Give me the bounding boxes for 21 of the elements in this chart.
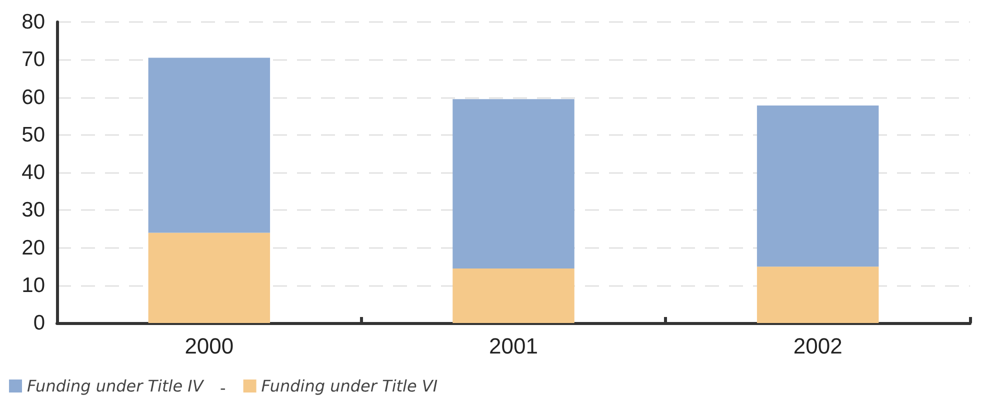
- x-tick-label: 2000: [184, 334, 234, 358]
- bar: [452, 99, 574, 268]
- bar: [452, 268, 574, 323]
- y-tick-label: 60: [22, 86, 45, 109]
- bar: [148, 58, 270, 233]
- x-tick-label: 2001: [489, 334, 538, 358]
- y-tick-label: 10: [22, 274, 45, 297]
- y-tick-label: 0: [33, 312, 45, 334]
- bar: [756, 106, 879, 267]
- y-tick-label: 80: [22, 10, 45, 34]
- y-tick-label: 30: [22, 198, 45, 222]
- y-tick-label: 50: [22, 123, 45, 146]
- y-tick-label: 40: [22, 161, 45, 184]
- legend-label: Funding under Title VI: [261, 376, 438, 396]
- x-tick-label: 2002: [793, 334, 842, 358]
- y-tick-label: 20: [22, 236, 45, 260]
- y-tick-label: 70: [22, 48, 45, 72]
- bar: [756, 266, 879, 323]
- legend-label: Funding under Title IV: [27, 376, 204, 396]
- bar: [148, 232, 270, 323]
- text: -: [220, 378, 226, 398]
